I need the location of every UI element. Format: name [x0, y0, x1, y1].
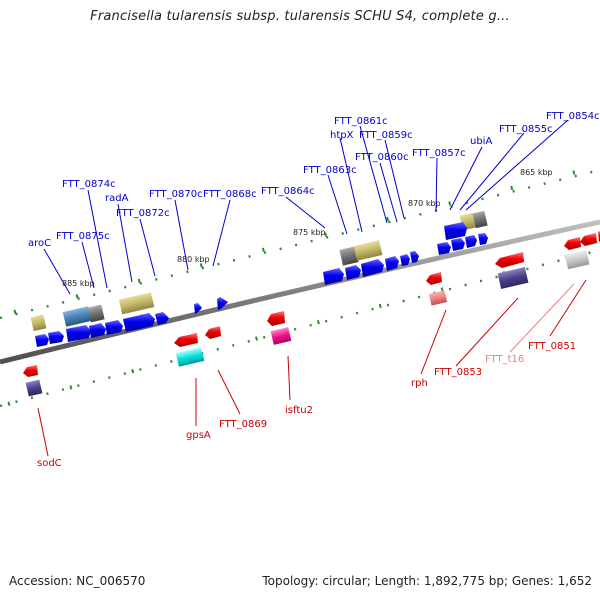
gene-arrow-rph — [426, 272, 442, 285]
gene-arrow-FTT_0870c — [194, 303, 202, 314]
gene-arrow — [323, 268, 344, 285]
gene-block-olive — [353, 240, 383, 261]
kbp-label-875: 875 kbp — [293, 228, 326, 237]
gene-arrow — [451, 238, 465, 251]
gene-arrow — [48, 331, 64, 344]
gene-arrow — [400, 254, 410, 266]
gene-arrow — [410, 251, 419, 263]
reverse-gene-labels[interactable]: FTT_0851 FTT_t16 FTT_0853 rph isftu2 FTT… — [37, 341, 576, 469]
kbp-label-870: 870 kbp — [408, 199, 441, 208]
gene-block-pink — [428, 290, 448, 306]
gene-label-rph: rph — [411, 378, 428, 389]
gene-arrow — [89, 323, 106, 338]
gene-label-ubiA: ubiA — [470, 136, 492, 147]
gene-arrow — [478, 233, 488, 245]
kbp-label-880: 880 kbp — [177, 255, 210, 264]
gene-block-olive — [118, 292, 155, 315]
gene-arrow — [465, 235, 477, 248]
forward-strand-genes[interactable] — [30, 210, 488, 347]
gene-label-FTT_0868c: FTT_0868c — [203, 189, 257, 200]
gene-arrow-reverse — [564, 237, 581, 250]
kbp-label-885: 885 kbp — [62, 279, 95, 288]
gene-label-FTT_t16: FTT_t16 — [485, 354, 524, 365]
gene-label-htpX: htpX — [330, 130, 354, 141]
gene-arrow — [105, 320, 123, 335]
gene-arrow — [123, 313, 155, 332]
gene-label-FTT_0855c: FTT_0855c — [499, 124, 553, 135]
gene-block-lightgray — [564, 249, 590, 270]
gene-label-FTT_0872c: FTT_0872c — [116, 208, 170, 219]
gene-label-FTT_0869: FTT_0869 — [219, 419, 267, 430]
gene-label-FTT_0864c: FTT_0864c — [261, 186, 315, 197]
gene-label-FTT_0861c: FTT_0861c — [334, 116, 388, 127]
genome-summary-text: Topology: circular; Length: 1,892,775 bp… — [262, 574, 592, 588]
gene-arrow-sodC — [23, 365, 38, 377]
gene-label-FTT_0857c: FTT_0857c — [412, 148, 466, 159]
gene-block-cyan — [175, 347, 205, 367]
gene-arrow-FTT_0869 — [205, 326, 221, 339]
gene-arrow-FTT_0868c — [217, 297, 228, 310]
gene-arrow — [345, 265, 361, 280]
gene-arrow — [35, 334, 49, 347]
gene-block-gray — [472, 210, 488, 229]
gene-arrow — [155, 312, 169, 325]
gene-arrow — [437, 242, 451, 255]
gene-label-sodC: sodC — [37, 458, 62, 469]
gene-label-isftu2: isftu2 — [285, 405, 313, 416]
trna-label-leader — [509, 283, 575, 353]
gene-arrow — [66, 325, 91, 342]
gene-label-FTT_0854c: FTT_0854c — [546, 111, 600, 122]
forward-label-leaders — [43, 119, 569, 295]
gene-label-FTT_0851: FTT_0851 — [528, 341, 576, 352]
gene-arrow-gpsA — [174, 333, 198, 347]
map-title: Francisella tularensis subsp. tularensis… — [90, 9, 510, 24]
gene-label-FTT_0874c: FTT_0874c — [62, 179, 116, 190]
gene-arrow — [361, 259, 384, 277]
kbp-label-865: 865 kbp — [520, 168, 553, 177]
gene-label-FTT_0859c: FTT_0859c — [359, 130, 413, 141]
forward-gene-labels[interactable]: FTT_0854c FTT_0855c ubiA FTT_0857c FTT_0… — [28, 111, 600, 249]
gene-label-aroC: aroC — [28, 238, 51, 249]
gene-label-FTT_0875c: FTT_0875c — [56, 231, 110, 242]
gene-block-gray — [87, 304, 105, 323]
reverse-strand-genes[interactable] — [23, 231, 600, 397]
gene-block-magenta — [270, 327, 292, 345]
gene-label-gpsA: gpsA — [186, 430, 211, 441]
gene-label-radA: radA — [105, 193, 129, 204]
gene-arrow — [385, 256, 399, 271]
chromosome-backbone — [0, 219, 600, 365]
gene-block-olive — [30, 314, 47, 332]
gene-label-FTT_0860c: FTT_0860c — [355, 152, 409, 163]
gene-arrow-reverse — [495, 252, 524, 268]
gene-arrow-ubiA — [444, 222, 467, 240]
gene-arrow-isftu2 — [267, 311, 285, 326]
gene-label-FTT_0863c: FTT_0863c — [303, 165, 357, 176]
gene-label-FTT_0870c: FTT_0870c — [149, 189, 203, 200]
gene-block-steel — [62, 306, 92, 327]
gene-arrow-reverse — [580, 233, 597, 246]
gene-label-FTT_0853: FTT_0853 — [434, 367, 482, 378]
gene-block-navy — [25, 379, 43, 397]
reverse-label-leaders — [37, 279, 587, 457]
accession-text: Accession: NC_006570 — [9, 574, 146, 588]
gene-block-gray — [339, 246, 359, 266]
gene-block-navy — [497, 267, 529, 289]
